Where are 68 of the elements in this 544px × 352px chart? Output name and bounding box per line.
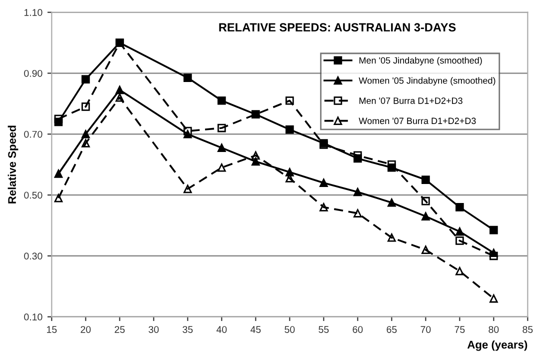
legend-label: Men '07 Burra D1+D2+D3 [359, 98, 462, 104]
point [82, 102, 90, 111]
x-tick-label: 35 [182, 326, 193, 333]
point [218, 144, 226, 152]
y-axis-title: Relative Speed [8, 126, 18, 204]
point [490, 226, 498, 234]
y-tick-label: 0.70 [24, 130, 42, 138]
point [490, 252, 498, 260]
point [490, 294, 498, 303]
y-tick-label: 0.30 [24, 252, 42, 260]
y-tick-label: 0.10 [24, 314, 42, 320]
legend-label: Men '05 Jindabyne (smoothed) [359, 56, 482, 66]
point [252, 110, 260, 118]
point [388, 233, 396, 242]
legend-label: Women '07 Burra D1+D2+D3 [358, 118, 476, 124]
text: RELATIVE SPEEDS: AUSTRALIAN 3-DAYS [219, 23, 456, 32]
x-tick-label: 45 [250, 326, 261, 333]
point [422, 246, 430, 254]
point [456, 227, 464, 236]
point [354, 209, 362, 218]
point [456, 236, 464, 245]
point [54, 170, 63, 178]
x-tick-label: 55 [318, 326, 329, 333]
x-tick-label: 25 [114, 326, 125, 333]
point [218, 163, 226, 172]
x-tick-label: 15 [47, 326, 57, 333]
point [184, 74, 192, 82]
x-tick-label: 80 [488, 326, 499, 333]
legend-label: Women '05 Jindabyne (smoothed) [358, 77, 496, 86]
x-tick-label: 50 [284, 326, 295, 333]
point [184, 184, 192, 194]
x-tick-label: 85 [522, 326, 533, 333]
point [252, 151, 260, 160]
x-axis-title: Age (years) [467, 340, 528, 351]
point [82, 130, 90, 138]
point [218, 124, 226, 132]
x-tick-label: 70 [420, 326, 431, 333]
point [320, 178, 328, 187]
point [82, 139, 90, 148]
x-tick-label: 30 [148, 326, 159, 333]
point [184, 126, 192, 136]
x-tick-label: 40 [216, 326, 227, 333]
point [354, 188, 362, 196]
y-tick-label: 1.10 [24, 9, 42, 16]
point [422, 176, 430, 184]
point [286, 96, 294, 105]
x-tick-label: 65 [386, 326, 397, 333]
point [388, 160, 396, 169]
point [422, 212, 430, 220]
point [116, 93, 124, 102]
x-tick-label: 75 [454, 326, 465, 333]
point [286, 125, 294, 134]
point [456, 203, 464, 212]
y-tick-label: 0.50 [24, 192, 42, 199]
x-tick-label: 20 [80, 326, 91, 333]
point [116, 86, 124, 94]
point [82, 75, 90, 84]
point [422, 196, 430, 206]
point [54, 194, 63, 202]
point [456, 266, 464, 276]
point [354, 151, 362, 160]
y-tick-label: 0.90 [24, 70, 42, 77]
point [388, 198, 396, 207]
point [252, 157, 260, 166]
point [320, 203, 328, 212]
point [218, 96, 226, 105]
x-tick-label: 60 [352, 326, 363, 333]
point [54, 114, 63, 124]
